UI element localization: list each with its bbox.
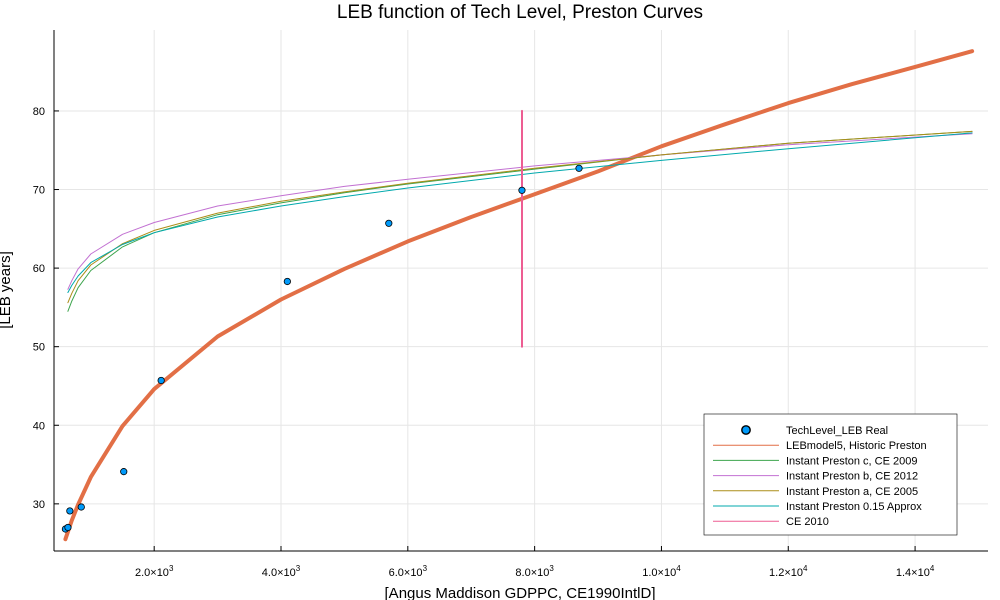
data-point <box>575 164 583 172</box>
y-tick-label: 70 <box>33 185 45 197</box>
series-line-instant-preston-0-15-approx <box>67 132 973 293</box>
y-tick-label: 40 <box>33 420 45 432</box>
data-point <box>283 277 291 286</box>
legend-item-instant-preston-a-ce-2005: Instant Preston a, CE 2005 <box>713 486 918 498</box>
legend-item-instant-preston-0-15-approx: Instant Preston 0.15 Approx <box>713 501 922 513</box>
y-axis-title: [LEB years] <box>0 251 14 329</box>
legend-label: Instant Preston a, CE 2005 <box>786 486 918 498</box>
y-tick-label: 30 <box>33 499 45 511</box>
series-line-instant-preston-b-ce-2012 <box>67 133 973 290</box>
x-tick-label: 1.4×104 <box>896 564 935 579</box>
data-point <box>157 376 165 385</box>
series-line-instant-preston-a-ce-2005 <box>67 130 973 304</box>
legend: TechLevel_LEB Real LEBmodel5, Historic Pr… <box>703 413 958 536</box>
series-techlevel-leb-real <box>61 164 583 533</box>
data-point <box>120 468 128 476</box>
x-tick-label: 1.2×104 <box>769 564 808 579</box>
x-ticks: 2.0×103 4.0×103 6.0×103 8.0×103 1.0×104 1.2×1… <box>135 546 935 579</box>
x-tick-label: 2.0×103 <box>135 564 174 579</box>
legend-item-ce-2010: CE 2010 <box>713 516 829 528</box>
legend-item-lebmodel5-historic-preston: LEBmodel5, Historic Preston <box>713 440 927 452</box>
y-tick-label: 60 <box>33 263 45 275</box>
data-point <box>77 503 85 511</box>
axes <box>53 30 988 552</box>
legend-label: CE 2010 <box>786 516 829 528</box>
legend-item-instant-preston-b-ce-2012: Instant Preston b, CE 2012 <box>713 471 918 483</box>
data-point <box>385 219 393 227</box>
y-tick-label: 80 <box>33 106 45 118</box>
y-tick-label: 50 <box>33 342 45 354</box>
series-line-instant-preston-c-ce-2009 <box>67 130 973 312</box>
legend-marker <box>741 425 751 435</box>
legend-label: LEBmodel5, Historic Preston <box>786 440 927 452</box>
series-line-lebmodel5-historic-preston <box>63 49 975 542</box>
data-point <box>64 523 72 532</box>
x-tick-label: 6.0×103 <box>389 564 428 579</box>
legend-item-techlevel-leb-real: TechLevel_LEB Real <box>741 425 888 437</box>
x-tick-label: 1.0×104 <box>642 564 681 579</box>
data-point <box>66 507 74 515</box>
x-tick-label: 8.0×103 <box>515 564 554 579</box>
series-layer <box>61 49 975 542</box>
legend-label: Instant Preston c, CE 2009 <box>786 455 917 467</box>
chart-title: LEB function of Tech Level, Preston Curv… <box>337 2 703 23</box>
legend-label: Instant Preston 0.15 Approx <box>786 501 922 513</box>
data-point <box>518 186 526 194</box>
x-tick-label: 4.0×103 <box>262 564 301 579</box>
x-axis-title: [Angus Maddison GDPPC, CE1990IntlD] <box>385 585 656 600</box>
y-ticks: 30 40 50 60 70 80 <box>33 106 59 511</box>
legend-label: TechLevel_LEB Real <box>786 425 888 437</box>
legend-label: Instant Preston b, CE 2012 <box>786 471 918 483</box>
legend-item-instant-preston-c-ce-2009: Instant Preston c, CE 2009 <box>713 455 917 467</box>
